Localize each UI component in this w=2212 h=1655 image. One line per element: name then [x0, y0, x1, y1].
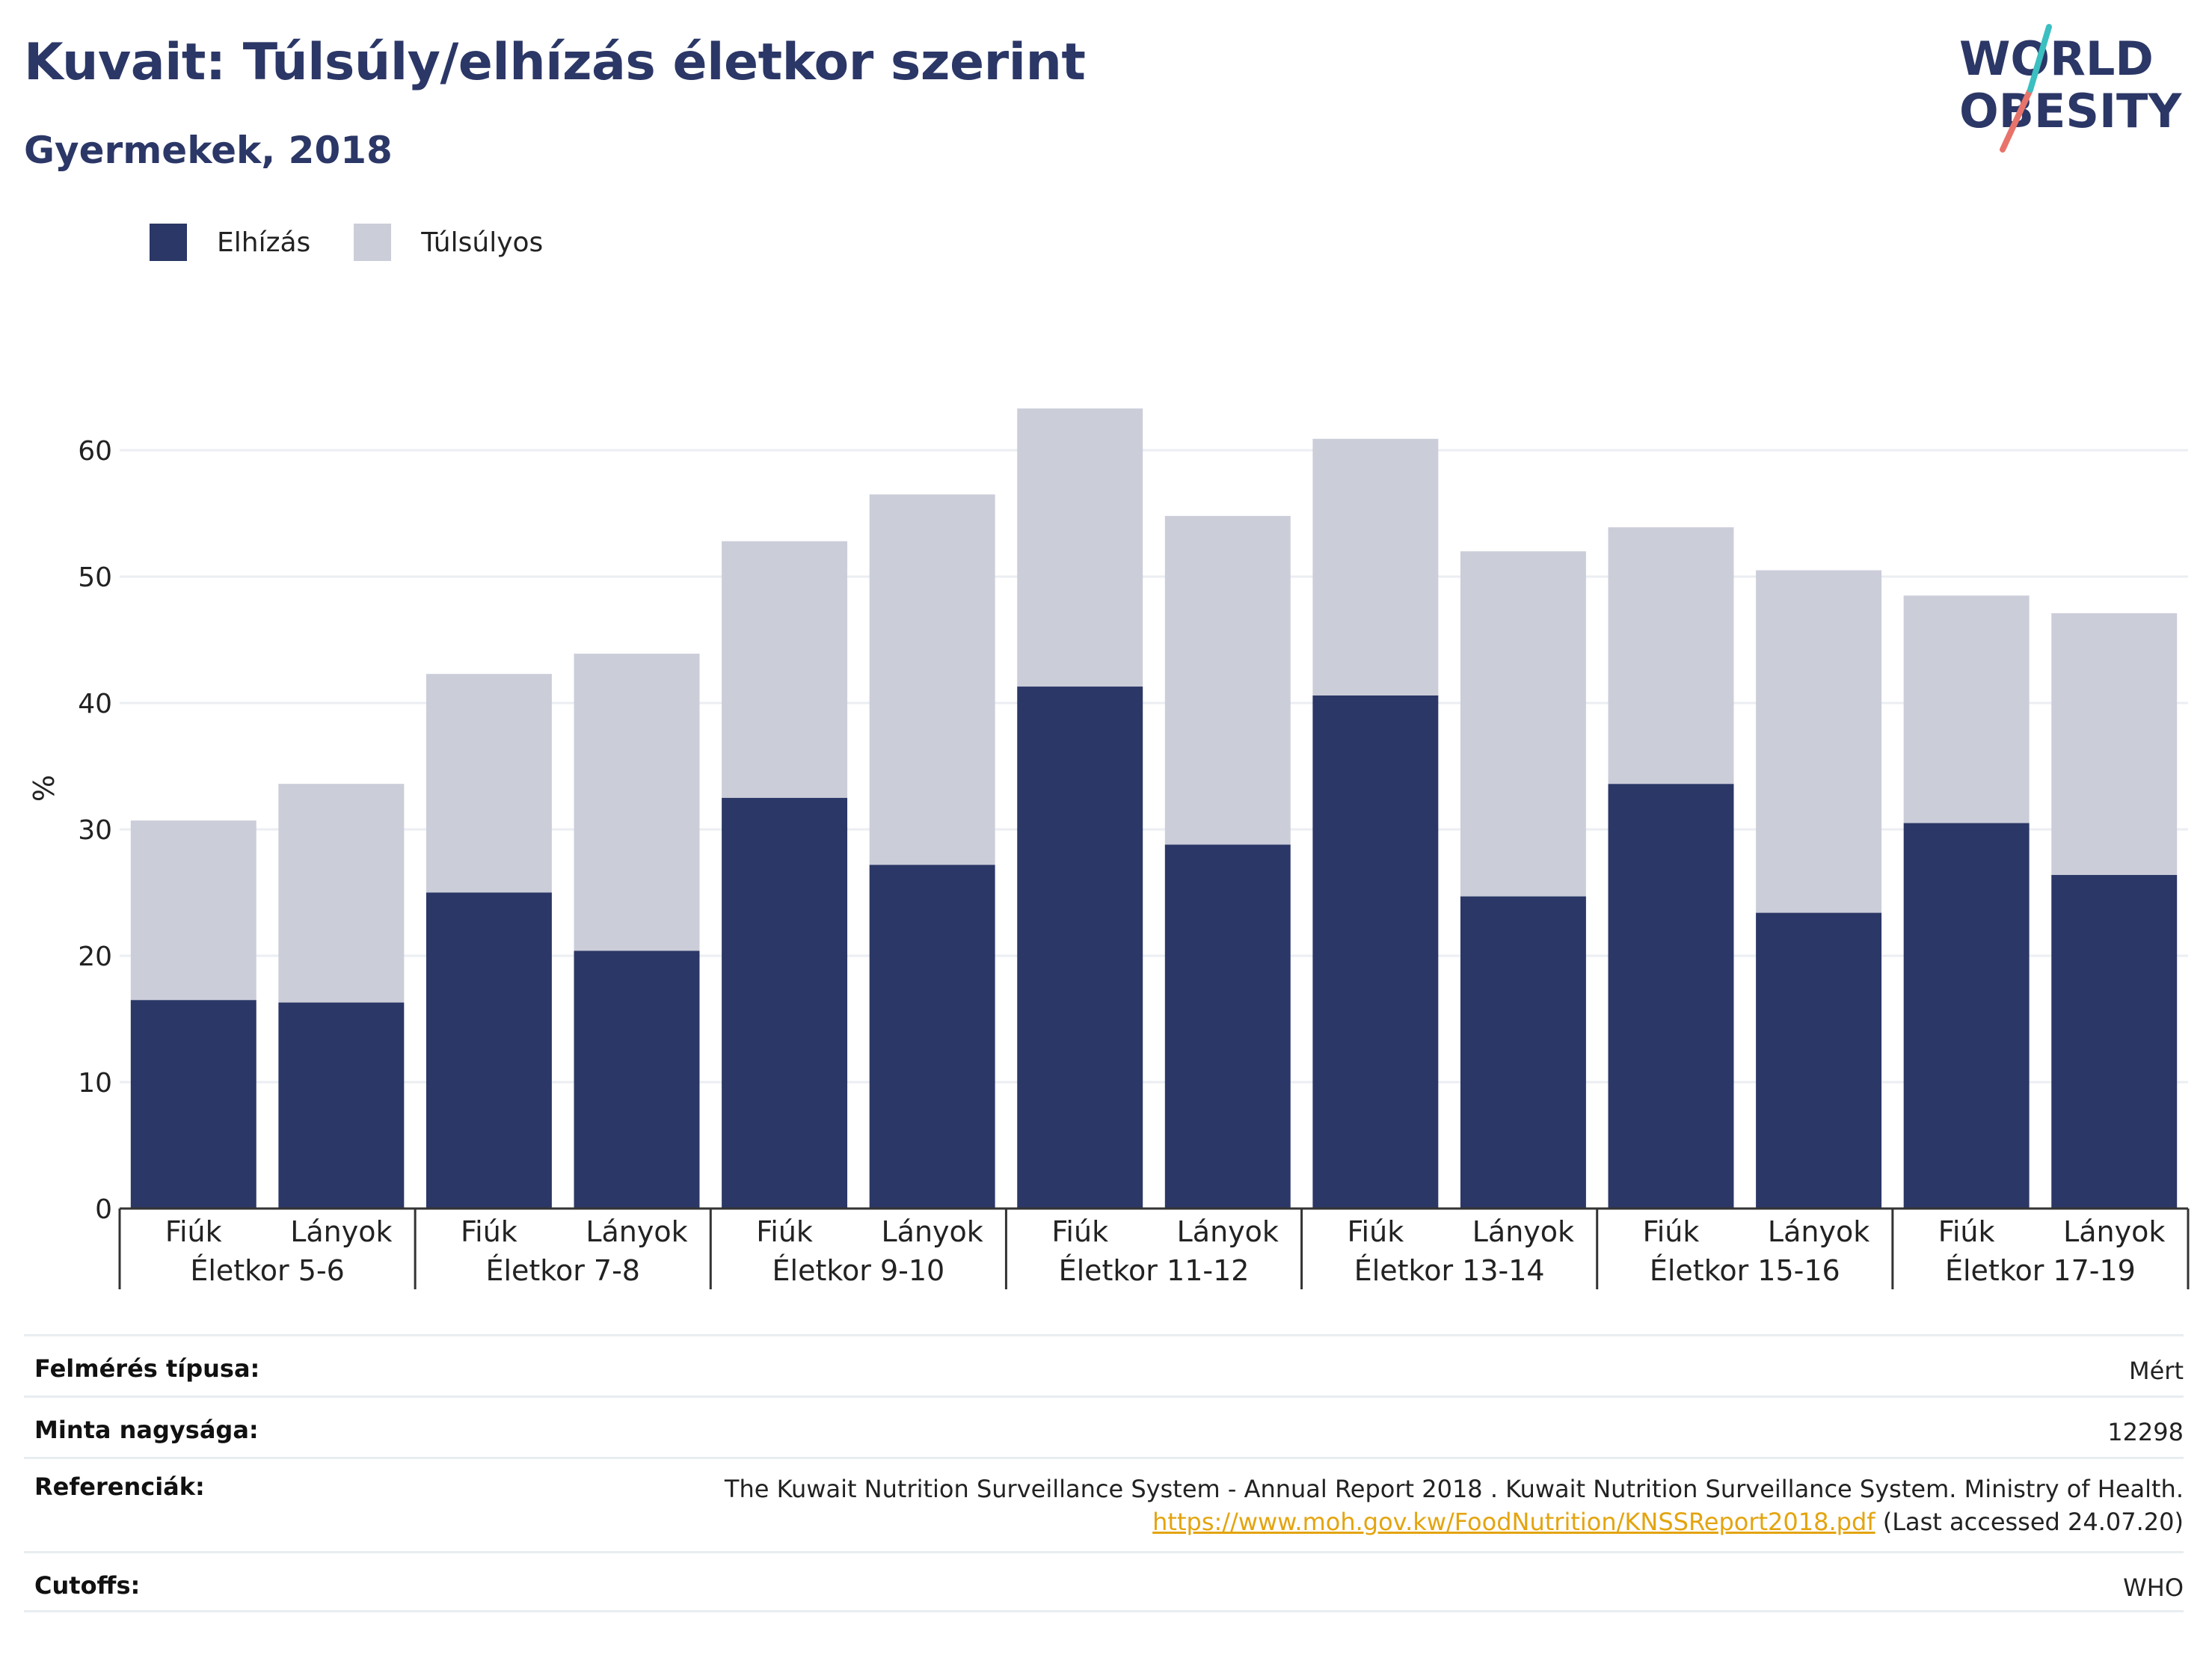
y-tick-label: 30	[78, 815, 112, 846]
x-subcategory-label: Fiúk	[1938, 1215, 1995, 1248]
stacked-bar-chart: 0 10 20 30 40 50 60% Fiúk Lányok Fiúk Lányok Fiúk Lá…	[28, 408, 2190, 1289]
x-subcategory-label: Fiúk	[1051, 1215, 1108, 1248]
legend-item-obesity[interactable]: Elhízás	[150, 224, 310, 261]
info-row-survey-type: Felmérés típusa: Mért	[24, 1334, 2184, 1395]
x-subcategory-label: Lányok	[586, 1215, 687, 1248]
bar-overweight	[1460, 551, 1586, 897]
bar-overweight	[130, 820, 256, 1001]
reference-accessed: (Last accessed 24.07.20)	[1875, 1508, 2184, 1536]
bar-overweight	[1608, 527, 1734, 784]
bar-obesity	[1903, 823, 2030, 1209]
bar-overweight	[574, 654, 700, 951]
y-tick-label: 20	[78, 942, 112, 972]
x-subcategory-label: Fiúk	[756, 1215, 813, 1248]
info-key-references: Referenciák:	[34, 1473, 205, 1501]
info-key-sample-size: Minta nagysága:	[34, 1416, 259, 1444]
x-group-label: Életkor 17-19	[1945, 1254, 2136, 1287]
y-tick-label: 60	[78, 436, 112, 467]
x-subcategory-label: Fiúk	[1347, 1215, 1404, 1248]
bar-obesity	[1756, 912, 1882, 1209]
bar-overweight	[869, 494, 995, 865]
logo-line2: OBESITY	[1959, 84, 2182, 138]
bar-obesity	[1017, 687, 1143, 1209]
y-axis-label: %	[28, 775, 61, 802]
x-subcategory-label: Lányok	[1472, 1215, 1574, 1248]
bar-overweight	[722, 541, 848, 798]
info-table: Felmérés típusa: Mért Minta nagysága: 12…	[24, 1334, 2184, 1612]
x-group-label: Életkor 15-16	[1650, 1254, 1840, 1287]
bar-obesity	[1460, 896, 1586, 1209]
x-subcategory-label: Lányok	[2063, 1215, 2165, 1248]
bar-overweight	[1903, 595, 2030, 823]
x-subcategory-label: Lányok	[1177, 1215, 1279, 1248]
y-tick-label: 0	[95, 1194, 112, 1225]
x-subcategory-label: Fiúk	[165, 1215, 222, 1248]
bar-overweight	[1756, 570, 1882, 913]
bar-obesity	[425, 892, 552, 1209]
x-subcategory-label: Lányok	[290, 1215, 392, 1248]
legend: Elhízás Túlsúlyos	[150, 221, 586, 263]
bar-overweight	[1164, 515, 1291, 845]
info-key-survey-type: Felmérés típusa:	[34, 1354, 260, 1383]
x-subcategory-label: Lányok	[1768, 1215, 1870, 1248]
legend-swatch-obesity	[150, 224, 187, 261]
x-subcategory-label: Fiúk	[461, 1215, 517, 1248]
bar-overweight	[425, 674, 552, 893]
y-tick-label: 40	[78, 689, 112, 719]
legend-label-overweight: Túlsúlyos	[421, 227, 544, 258]
bar-overweight	[278, 784, 405, 1003]
bar-obesity	[574, 951, 700, 1209]
reference-text: The Kuwait Nutrition Surveillance System…	[724, 1475, 2184, 1503]
bar-obesity	[278, 1002, 405, 1209]
logo-slash-coral	[2000, 87, 2033, 153]
bar-obesity	[1608, 784, 1734, 1209]
info-value-sample-size: 12298	[2107, 1418, 2184, 1446]
bar-obesity	[2051, 874, 2178, 1209]
bar-obesity	[1164, 844, 1291, 1209]
chart-title: Kuvait: Túlsúly/elhízás életkor szerint	[24, 33, 1086, 92]
legend-swatch-overweight	[354, 224, 392, 261]
world-obesity-logo: WORLD OBESITY	[1959, 24, 2182, 153]
y-tick-label: 10	[78, 1068, 112, 1099]
info-row-references: Referenciák: The Kuwait Nutrition Survei…	[24, 1457, 2184, 1551]
legend-item-overweight[interactable]: Túlsúlyos	[354, 224, 543, 261]
reference-link[interactable]: https://www.moh.gov.kw/FoodNutrition/KNS…	[1152, 1508, 1875, 1536]
info-row-sample-size: Minta nagysága: 12298	[24, 1395, 2184, 1457]
x-subcategory-label: Fiúk	[1643, 1215, 1700, 1248]
x-group-label: Életkor 7-8	[485, 1254, 640, 1287]
info-value-cutoffs: WHO	[2123, 1573, 2184, 1602]
y-tick-label: 50	[78, 562, 112, 593]
legend-label-obesity: Elhízás	[217, 227, 311, 258]
bar-overweight	[2051, 613, 2178, 875]
x-subcategory-label: Lányok	[881, 1215, 983, 1248]
x-group-label: Életkor 13-14	[1354, 1254, 1545, 1287]
info-value-references: The Kuwait Nutrition Surveillance System…	[725, 1473, 2184, 1538]
bar-obesity	[722, 797, 848, 1209]
x-group-label: Életkor 9-10	[772, 1254, 945, 1287]
bar-overweight	[1312, 438, 1439, 696]
info-value-survey-type: Mért	[2129, 1357, 2184, 1385]
logo-line1: WORLD	[1959, 31, 2154, 86]
bar-obesity	[130, 1000, 256, 1209]
logo-slash-teal	[2027, 24, 2052, 93]
bar-obesity	[1312, 695, 1439, 1209]
bar-overweight	[1017, 408, 1143, 687]
x-group-label: Életkor 5-6	[190, 1254, 345, 1287]
chart-subtitle: Gyermekek, 2018	[24, 129, 393, 172]
bar-obesity	[869, 865, 995, 1209]
info-row-cutoffs: Cutoffs: WHO	[24, 1551, 2184, 1612]
x-group-label: Életkor 11-12	[1059, 1254, 1250, 1287]
info-key-cutoffs: Cutoffs:	[34, 1571, 141, 1600]
